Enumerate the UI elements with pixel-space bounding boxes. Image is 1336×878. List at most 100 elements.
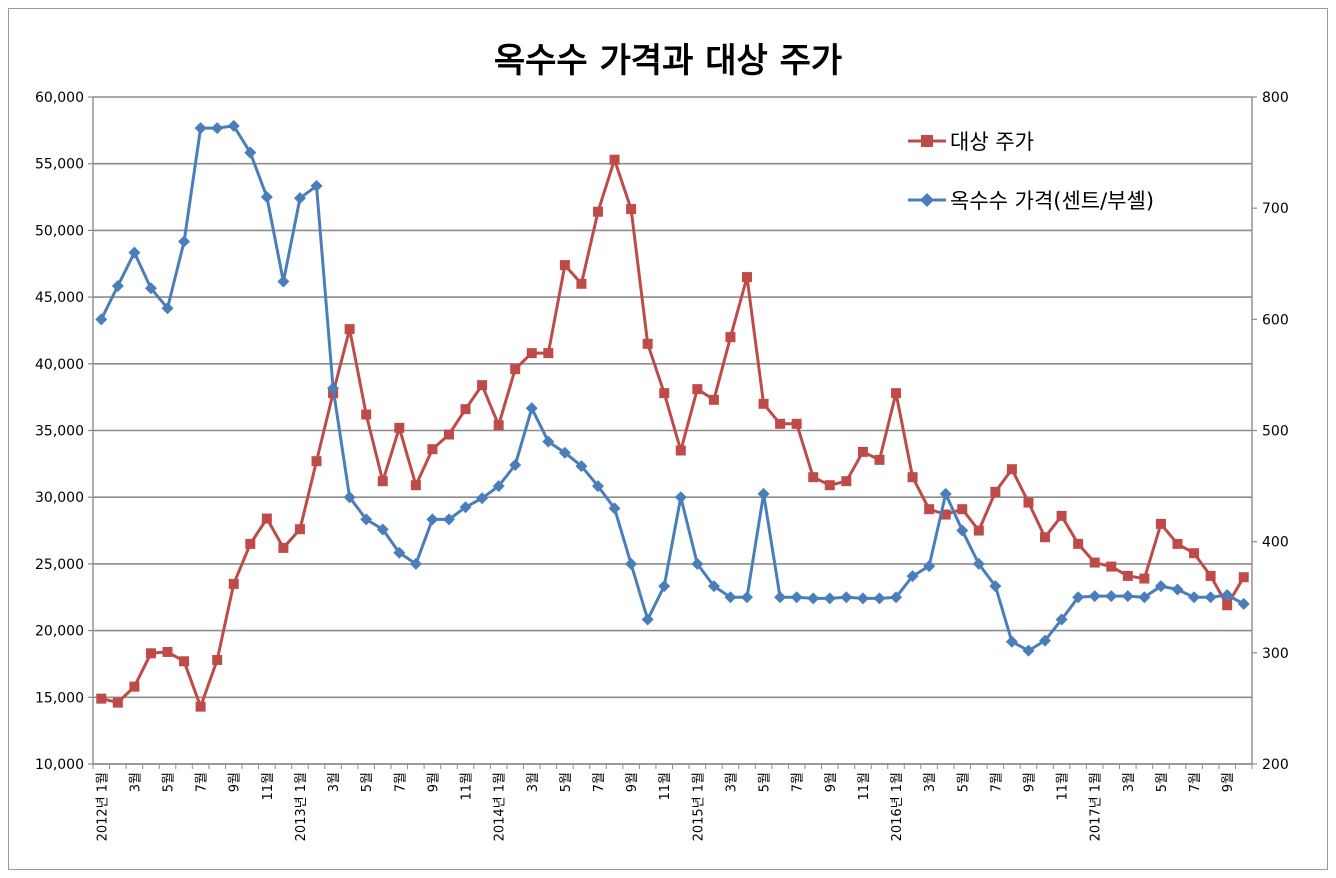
data-point-stock bbox=[1239, 572, 1249, 582]
x-tick-label: 7월 bbox=[989, 772, 1004, 792]
x-tick-label: 11월 bbox=[460, 772, 475, 801]
data-point-stock bbox=[908, 472, 918, 482]
data-point-stock bbox=[659, 388, 669, 398]
data-point-corn bbox=[873, 592, 885, 604]
data-point-stock bbox=[527, 348, 537, 358]
data-point-stock bbox=[692, 384, 702, 394]
y-left-tick-label: 20,000 bbox=[35, 624, 84, 640]
x-tick-label: 3월 bbox=[526, 772, 541, 792]
x-tick-label: 7월 bbox=[195, 772, 210, 792]
data-point-stock bbox=[1172, 539, 1182, 549]
data-point-corn bbox=[1238, 598, 1250, 610]
data-point-stock bbox=[394, 423, 404, 433]
x-tick-label: 2012년 1월 bbox=[95, 772, 110, 841]
data-point-corn bbox=[1105, 590, 1117, 602]
data-point-stock bbox=[1106, 562, 1116, 572]
legend-label-stock: 대상 주가 bbox=[950, 130, 1034, 154]
x-tick-label: 11월 bbox=[261, 772, 276, 801]
y-right-tick-label: 300 bbox=[1262, 646, 1289, 662]
x-tick-label: 3월 bbox=[327, 772, 342, 792]
legend-marker-stock bbox=[921, 135, 933, 147]
data-point-corn bbox=[857, 592, 869, 604]
x-tick-label: 3월 bbox=[1122, 772, 1137, 792]
data-point-corn bbox=[675, 491, 687, 503]
data-point-corn bbox=[277, 276, 289, 288]
x-tick-label: 7월 bbox=[1188, 772, 1203, 792]
y-left-tick-label: 55,000 bbox=[35, 157, 84, 173]
x-tick-label: 5월 bbox=[1155, 772, 1170, 792]
series-line-stock bbox=[101, 160, 1243, 707]
data-point-corn bbox=[642, 613, 654, 625]
x-tick-label: 7월 bbox=[791, 772, 806, 792]
data-point-stock bbox=[593, 207, 603, 217]
data-point-stock bbox=[1023, 498, 1033, 508]
data-point-corn bbox=[178, 236, 190, 248]
data-point-corn bbox=[1171, 583, 1183, 595]
y-right-tick-label: 200 bbox=[1262, 757, 1289, 773]
data-point-stock bbox=[96, 694, 106, 704]
data-point-corn bbox=[758, 488, 770, 500]
data-point-corn bbox=[112, 280, 124, 292]
y-left-tick-label: 10,000 bbox=[35, 757, 84, 773]
data-point-corn bbox=[625, 558, 637, 570]
data-point-stock bbox=[1123, 571, 1133, 581]
data-point-stock bbox=[312, 456, 322, 466]
data-point-corn bbox=[658, 580, 670, 592]
x-tick-label: 2015년 1월 bbox=[691, 772, 706, 841]
data-point-stock bbox=[477, 380, 487, 390]
data-point-stock bbox=[610, 155, 620, 165]
y-right-tick-label: 600 bbox=[1262, 312, 1289, 328]
chart-title: 옥수수 가격과 대상 주가 bbox=[494, 41, 842, 81]
data-point-stock bbox=[278, 543, 288, 553]
x-tick-label: 7월 bbox=[592, 772, 607, 792]
data-point-stock bbox=[510, 364, 520, 374]
data-point-corn bbox=[807, 592, 819, 604]
x-tick-label: 5월 bbox=[956, 772, 971, 792]
data-point-stock bbox=[874, 455, 884, 465]
x-tick-label: 11월 bbox=[1056, 772, 1071, 801]
y-left-tick-label: 30,000 bbox=[35, 490, 84, 506]
y-left-tick-label: 40,000 bbox=[35, 357, 84, 373]
x-tick-label: 9월 bbox=[625, 772, 640, 792]
legend-label-corn: 옥수수 가격(센트/부셸) bbox=[950, 189, 1154, 213]
x-tick-label: 5월 bbox=[758, 772, 773, 792]
data-point-corn bbox=[1188, 591, 1200, 603]
data-point-corn bbox=[791, 591, 803, 603]
x-tick-label: 2014년 1월 bbox=[493, 772, 508, 841]
data-point-corn bbox=[774, 591, 786, 603]
data-point-corn bbox=[956, 525, 968, 537]
data-point-stock bbox=[212, 655, 222, 665]
x-tick-label: 9월 bbox=[824, 772, 839, 792]
data-point-stock bbox=[129, 682, 139, 692]
data-point-stock bbox=[576, 279, 586, 289]
data-point-stock bbox=[1073, 539, 1083, 549]
data-point-stock bbox=[179, 656, 189, 666]
y-axis-left-ticks: 10,00015,00020,00025,00030,00035,00040,0… bbox=[35, 90, 93, 773]
data-point-stock bbox=[262, 514, 272, 524]
data-point-corn bbox=[426, 513, 438, 525]
x-tick-label: 5월 bbox=[162, 772, 177, 792]
y-right-tick-label: 400 bbox=[1262, 535, 1289, 551]
x-tick-label: 11월 bbox=[857, 772, 872, 801]
data-point-stock bbox=[163, 647, 173, 657]
data-point-stock bbox=[1206, 571, 1216, 581]
data-point-stock bbox=[858, 447, 868, 457]
data-point-stock bbox=[1040, 532, 1050, 542]
data-point-stock bbox=[113, 698, 123, 708]
data-point-stock bbox=[841, 476, 851, 486]
x-tick-label: 3월 bbox=[724, 772, 739, 792]
x-tick-label: 5월 bbox=[559, 772, 574, 792]
data-point-stock bbox=[957, 504, 967, 514]
data-point-stock bbox=[1222, 600, 1232, 610]
data-point-stock bbox=[725, 332, 735, 342]
legend-item-stock: 대상 주가 bbox=[908, 130, 1034, 154]
x-tick-label: 2017년 1월 bbox=[1089, 772, 1104, 841]
y-left-tick-label: 15,000 bbox=[35, 690, 84, 706]
x-tick-label: 2016년 1월 bbox=[890, 772, 905, 841]
legend-item-corn: 옥수수 가격(센트/부셸) bbox=[908, 189, 1154, 213]
data-point-corn bbox=[940, 488, 952, 500]
y-left-tick-label: 45,000 bbox=[35, 290, 84, 306]
x-tick-label: 9월 bbox=[1022, 772, 1037, 792]
y-left-tick-label: 60,000 bbox=[35, 90, 84, 106]
